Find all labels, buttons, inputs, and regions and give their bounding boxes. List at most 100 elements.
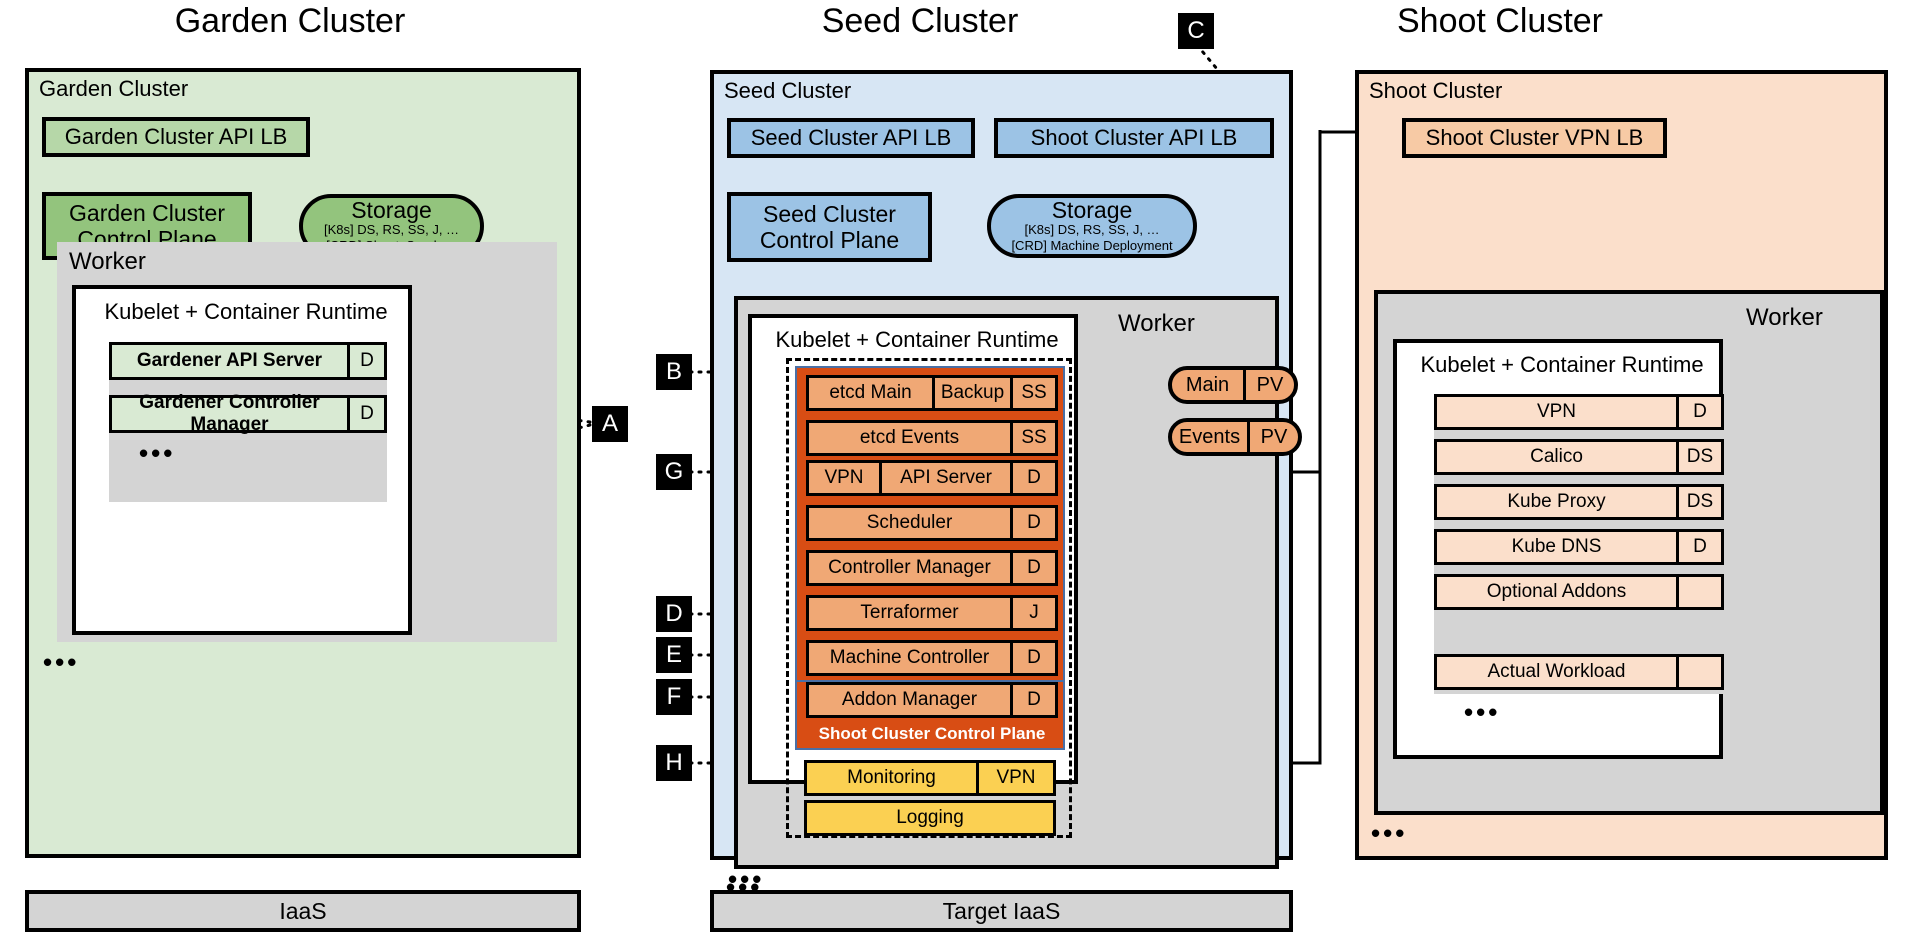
shoot-worker-label: Worker bbox=[1746, 304, 1823, 331]
pod-kind: DS bbox=[1676, 487, 1721, 517]
callout-tag-e: E bbox=[656, 637, 692, 673]
pod-label: API Server bbox=[900, 467, 992, 488]
shoot-cluster-box-label: Shoot Cluster bbox=[1369, 78, 1503, 103]
volume-label: Main bbox=[1185, 373, 1230, 396]
garden-cluster-more: ••• bbox=[43, 647, 80, 677]
pod-label: etcd Events bbox=[859, 427, 960, 448]
volume-events[interactable]: Events PV bbox=[1168, 418, 1302, 456]
shoot-pod-group: VPN D Calico DS Kube Proxy DS Kube DNS D… bbox=[1434, 394, 1734, 725]
shoot-cluster-control-plane-footer: Addon Manager D Shoot Cluster Control Pl… bbox=[795, 682, 1065, 750]
pod-monitoring[interactable]: Monitoring VPN bbox=[804, 760, 1056, 796]
garden-cluster-box-label: Garden Cluster bbox=[39, 76, 189, 101]
garden-cluster-api-lb[interactable]: Garden Cluster API LB bbox=[42, 117, 310, 157]
pod-label: Actual Workload bbox=[1487, 661, 1626, 682]
seed-storage-k8s: [K8s] DS, RS, SS, J, … bbox=[1024, 221, 1160, 237]
pod-label: Gardener API Server bbox=[136, 350, 323, 371]
pod-gardener-controller-manager[interactable]: Gardener Controller Manager D bbox=[109, 392, 387, 435]
garden-storage-title: Storage bbox=[351, 196, 432, 223]
pod-kind: D bbox=[347, 398, 384, 430]
pod-mid: Backup bbox=[932, 378, 1010, 408]
callout-tag-b: B bbox=[656, 354, 692, 390]
pod-etcd-main[interactable]: etcd Main Backup SS bbox=[806, 375, 1058, 411]
shoot-cluster-title: Shoot Cluster bbox=[1397, 2, 1603, 40]
pod-label: Logging bbox=[896, 807, 964, 828]
pod-kind: SS bbox=[1010, 423, 1055, 453]
pod-kind bbox=[1676, 577, 1721, 607]
shoot-cluster-api-lb[interactable]: Shoot Cluster API LB bbox=[994, 118, 1274, 158]
seed-cp-line1: Seed Cluster bbox=[763, 200, 896, 227]
shoot-cluster-control-plane-group: etcd Main Backup SS etcd Events SS VPN A… bbox=[795, 366, 1065, 682]
garden-pod-group: Gardener API Server D Gardener Controlle… bbox=[109, 342, 387, 502]
pod-kind: D bbox=[1010, 553, 1055, 583]
seed-cp-line2: Control Plane bbox=[759, 227, 900, 253]
seed-worker-label: Worker bbox=[1118, 310, 1195, 337]
callout-tag-f: F bbox=[656, 679, 692, 715]
seed-cluster-box: Seed Cluster Seed Cluster API LB Shoot C… bbox=[710, 70, 1302, 900]
pod-kind: D bbox=[1010, 463, 1055, 493]
pod-label: Scheduler bbox=[866, 512, 953, 533]
seed-storage[interactable]: Storage [K8s] DS, RS, SS, J, … [CRD] Mac… bbox=[987, 194, 1197, 258]
callout-tag-h: H bbox=[656, 745, 692, 781]
shoot-cluster-vpn-lb[interactable]: Shoot Cluster VPN LB bbox=[1402, 118, 1667, 158]
pod-controller-manager[interactable]: Controller Manager D bbox=[806, 550, 1058, 586]
pod-label: Monitoring bbox=[847, 767, 936, 788]
pod-kind: D bbox=[1676, 532, 1721, 562]
pod-label: Calico bbox=[1530, 446, 1583, 467]
seed-kubelet-runtime-label: Kubelet + Container Runtime bbox=[775, 327, 1059, 352]
pod-terraformer[interactable]: Terraformer J bbox=[806, 595, 1058, 631]
garden-cp-line1: Garden Cluster bbox=[69, 199, 225, 226]
pod-scheduler[interactable]: Scheduler D bbox=[806, 505, 1058, 541]
pod-kind: D bbox=[1010, 643, 1055, 673]
pod-kube-proxy[interactable]: Kube Proxy DS bbox=[1434, 484, 1724, 520]
pod-label: Gardener Controller Manager bbox=[139, 392, 320, 435]
volume-kind: PV bbox=[1247, 422, 1298, 452]
pod-kube-api-server[interactable]: VPN API Server D bbox=[806, 460, 1058, 496]
shoot-cluster-control-plane-label: Shoot Cluster Control Plane bbox=[818, 724, 1046, 743]
garden-iaas-bar: IaaS bbox=[25, 890, 581, 932]
seed-cluster-control-plane[interactable]: Seed Cluster Control Plane bbox=[727, 192, 932, 262]
pod-kind: D bbox=[347, 345, 384, 377]
seed-storage-crd: [CRD] Machine Deployment bbox=[1011, 238, 1173, 254]
seed-cluster-api-lb[interactable]: Seed Cluster API LB bbox=[727, 118, 975, 158]
shoot-kubelet-runtime-label: Kubelet + Container Runtime bbox=[1420, 352, 1704, 377]
garden-kubelet-runtime-label: Kubelet + Container Runtime bbox=[104, 299, 388, 324]
seed-outer-more: ••• bbox=[728, 864, 765, 894]
pod-logging[interactable]: Logging bbox=[804, 800, 1056, 836]
callout-tag-d: D bbox=[656, 596, 692, 632]
pod-kube-dns[interactable]: Kube DNS D bbox=[1434, 529, 1724, 565]
pod-label: Optional Addons bbox=[1486, 581, 1627, 602]
pod-kind: D bbox=[1676, 397, 1721, 427]
callout-tag-c: C bbox=[1178, 13, 1214, 49]
pod-kind: J bbox=[1010, 598, 1055, 628]
pod-gardener-api-server[interactable]: Gardener API Server D bbox=[109, 342, 387, 380]
pod-machine-controller[interactable]: Machine Controller D bbox=[806, 640, 1058, 676]
seed-worker: Worker Kubelet + Container Runtime etcd … bbox=[734, 296, 1302, 869]
pod-kind: D bbox=[1010, 508, 1055, 538]
pod-label: Machine Controller bbox=[829, 647, 990, 668]
pod-optional-addons[interactable]: Optional Addons bbox=[1434, 574, 1724, 610]
pod-label: Terraformer bbox=[860, 602, 959, 623]
garden-worker: Worker Kubelet + Container Runtime Garde… bbox=[57, 242, 557, 642]
pod-label: etcd Main bbox=[829, 382, 912, 403]
pod-etcd-events[interactable]: etcd Events SS bbox=[806, 420, 1058, 456]
volume-label: Events bbox=[1178, 425, 1241, 448]
pod-kind: SS bbox=[1010, 378, 1055, 408]
pod-vpn[interactable]: VPN D bbox=[1434, 394, 1724, 430]
volume-main[interactable]: Main PV bbox=[1168, 366, 1298, 404]
seed-cluster-title: Seed Cluster bbox=[821, 2, 1019, 40]
pod-calico[interactable]: Calico DS bbox=[1434, 439, 1724, 475]
pod-addon-manager[interactable]: Addon Manager D bbox=[806, 682, 1058, 718]
pod-vpn-sidecar: VPN bbox=[976, 763, 1053, 793]
pod-label: Kube Proxy bbox=[1507, 491, 1606, 512]
pod-actual-workload[interactable]: Actual Workload bbox=[1434, 654, 1724, 690]
pod-label: Controller Manager bbox=[828, 557, 991, 578]
pod-kind bbox=[1676, 657, 1721, 687]
seed-storage-title: Storage bbox=[1051, 196, 1133, 223]
pod-vpn-sidecar: VPN bbox=[809, 463, 882, 493]
shoot-cluster-box: Shoot Cluster Shoot Cluster VPN LB Worke… bbox=[1355, 70, 1888, 860]
seed-cluster-box-label: Seed Cluster bbox=[724, 78, 852, 103]
pod-label: VPN bbox=[1536, 401, 1577, 422]
shoot-cluster-more: ••• bbox=[1371, 818, 1408, 848]
shoot-pods-more: ••• bbox=[1464, 697, 1501, 727]
callout-tag-g: G bbox=[656, 454, 692, 490]
